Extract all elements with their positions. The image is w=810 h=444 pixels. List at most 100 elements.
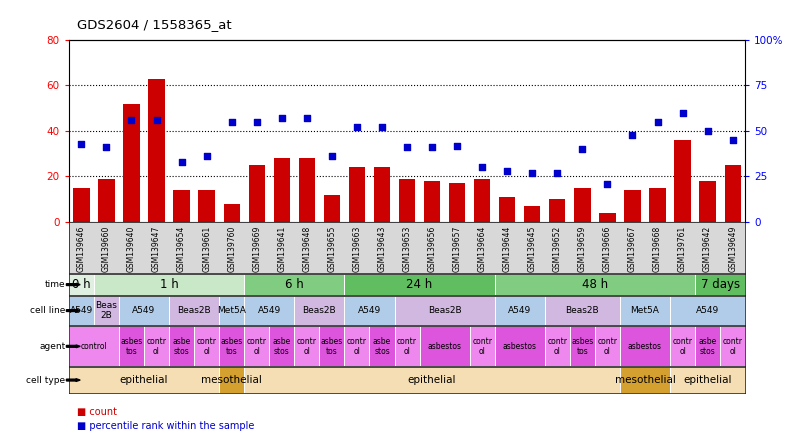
Point	[100, 144, 113, 151]
Point	[475, 164, 488, 171]
Text: GSM139761: GSM139761	[678, 226, 687, 272]
Text: A549: A549	[132, 306, 156, 315]
Bar	[495, 274, 695, 295]
Text: GSM139647: GSM139647	[152, 226, 161, 273]
Text: GSM139656: GSM139656	[428, 226, 437, 273]
Bar	[73, 188, 90, 222]
Bar	[194, 326, 220, 366]
Text: GSM139641: GSM139641	[277, 226, 286, 272]
Bar	[524, 206, 540, 222]
Bar	[620, 326, 670, 366]
Point	[551, 169, 564, 176]
Bar	[123, 104, 139, 222]
Bar	[94, 296, 119, 325]
Bar	[394, 326, 420, 366]
Text: contr
ol: contr ol	[472, 337, 492, 356]
Text: Beas2B: Beas2B	[428, 306, 462, 315]
Text: Beas2B: Beas2B	[177, 306, 211, 315]
Text: epithelial: epithelial	[120, 375, 168, 385]
Text: agent: agent	[40, 342, 66, 351]
Text: Beas2B: Beas2B	[565, 306, 599, 315]
Bar	[224, 204, 240, 222]
Bar	[695, 274, 745, 295]
Text: A549: A549	[508, 306, 531, 315]
Text: asbes
tos: asbes tos	[571, 337, 594, 356]
Text: Beas
2B: Beas 2B	[96, 301, 117, 320]
Text: GSM139648: GSM139648	[302, 226, 311, 272]
Bar	[369, 326, 394, 366]
Text: GSM139644: GSM139644	[503, 226, 512, 273]
Text: GSM139668: GSM139668	[653, 226, 662, 272]
Bar	[650, 188, 666, 222]
Text: Met5A: Met5A	[630, 306, 659, 315]
Bar	[724, 165, 741, 222]
Text: GSM139642: GSM139642	[703, 226, 712, 272]
Text: mesothelial: mesothelial	[615, 375, 676, 385]
Bar	[98, 179, 114, 222]
Text: GSM139664: GSM139664	[478, 226, 487, 273]
Text: GSM139669: GSM139669	[252, 226, 261, 273]
Bar	[220, 326, 244, 366]
Text: GSM139640: GSM139640	[127, 226, 136, 273]
Bar	[344, 326, 369, 366]
Bar	[420, 326, 470, 366]
Text: A549: A549	[358, 306, 381, 315]
Bar	[570, 326, 595, 366]
Text: contr
ol: contr ol	[347, 337, 367, 356]
Bar	[244, 274, 344, 295]
Bar	[595, 326, 620, 366]
Text: GSM139643: GSM139643	[377, 226, 386, 273]
Text: cell line: cell line	[30, 306, 66, 315]
Point	[351, 124, 364, 131]
Bar	[220, 367, 244, 393]
Point	[275, 115, 288, 122]
Point	[326, 153, 339, 160]
Bar	[148, 79, 164, 222]
Point	[526, 169, 539, 176]
Text: GSM139661: GSM139661	[202, 226, 211, 272]
Text: asbe
stos: asbe stos	[698, 337, 717, 356]
Text: 24 h: 24 h	[407, 278, 433, 291]
Bar	[274, 159, 290, 222]
Text: contr
ol: contr ol	[197, 337, 216, 356]
Point	[626, 131, 639, 138]
Text: GSM139663: GSM139663	[352, 226, 361, 273]
Text: Met5A: Met5A	[217, 306, 246, 315]
Text: asbestos: asbestos	[628, 342, 662, 351]
Point	[601, 180, 614, 187]
Bar	[675, 140, 691, 222]
Bar	[670, 326, 695, 366]
Point	[175, 159, 188, 166]
Text: GSM139659: GSM139659	[578, 226, 587, 273]
Point	[501, 167, 514, 174]
Bar	[173, 190, 190, 222]
Text: 7 days: 7 days	[701, 278, 740, 291]
Text: asbestos: asbestos	[428, 342, 462, 351]
Text: contr
ol: contr ol	[548, 337, 567, 356]
Bar	[269, 326, 294, 366]
Text: GSM139654: GSM139654	[177, 226, 186, 273]
Text: asbes
tos: asbes tos	[121, 337, 143, 356]
Bar	[700, 181, 716, 222]
Point	[225, 119, 238, 126]
Point	[250, 119, 263, 126]
Text: contr
ol: contr ol	[397, 337, 417, 356]
Text: control: control	[80, 342, 107, 351]
Bar	[545, 296, 620, 325]
Bar	[474, 179, 490, 222]
Text: asbe
stos: asbe stos	[173, 337, 190, 356]
Bar	[695, 326, 720, 366]
Text: GSM139645: GSM139645	[528, 226, 537, 273]
Bar	[449, 183, 465, 222]
Bar	[324, 195, 340, 222]
Bar	[69, 296, 94, 325]
Text: 0 h: 0 h	[72, 278, 91, 291]
Bar	[169, 296, 220, 325]
Bar	[495, 296, 545, 325]
Bar	[720, 326, 745, 366]
Text: GDS2604 / 1558365_at: GDS2604 / 1558365_at	[77, 18, 232, 31]
Point	[200, 153, 213, 160]
Point	[150, 116, 163, 123]
Text: asbes
tos: asbes tos	[321, 337, 343, 356]
Point	[701, 127, 714, 135]
